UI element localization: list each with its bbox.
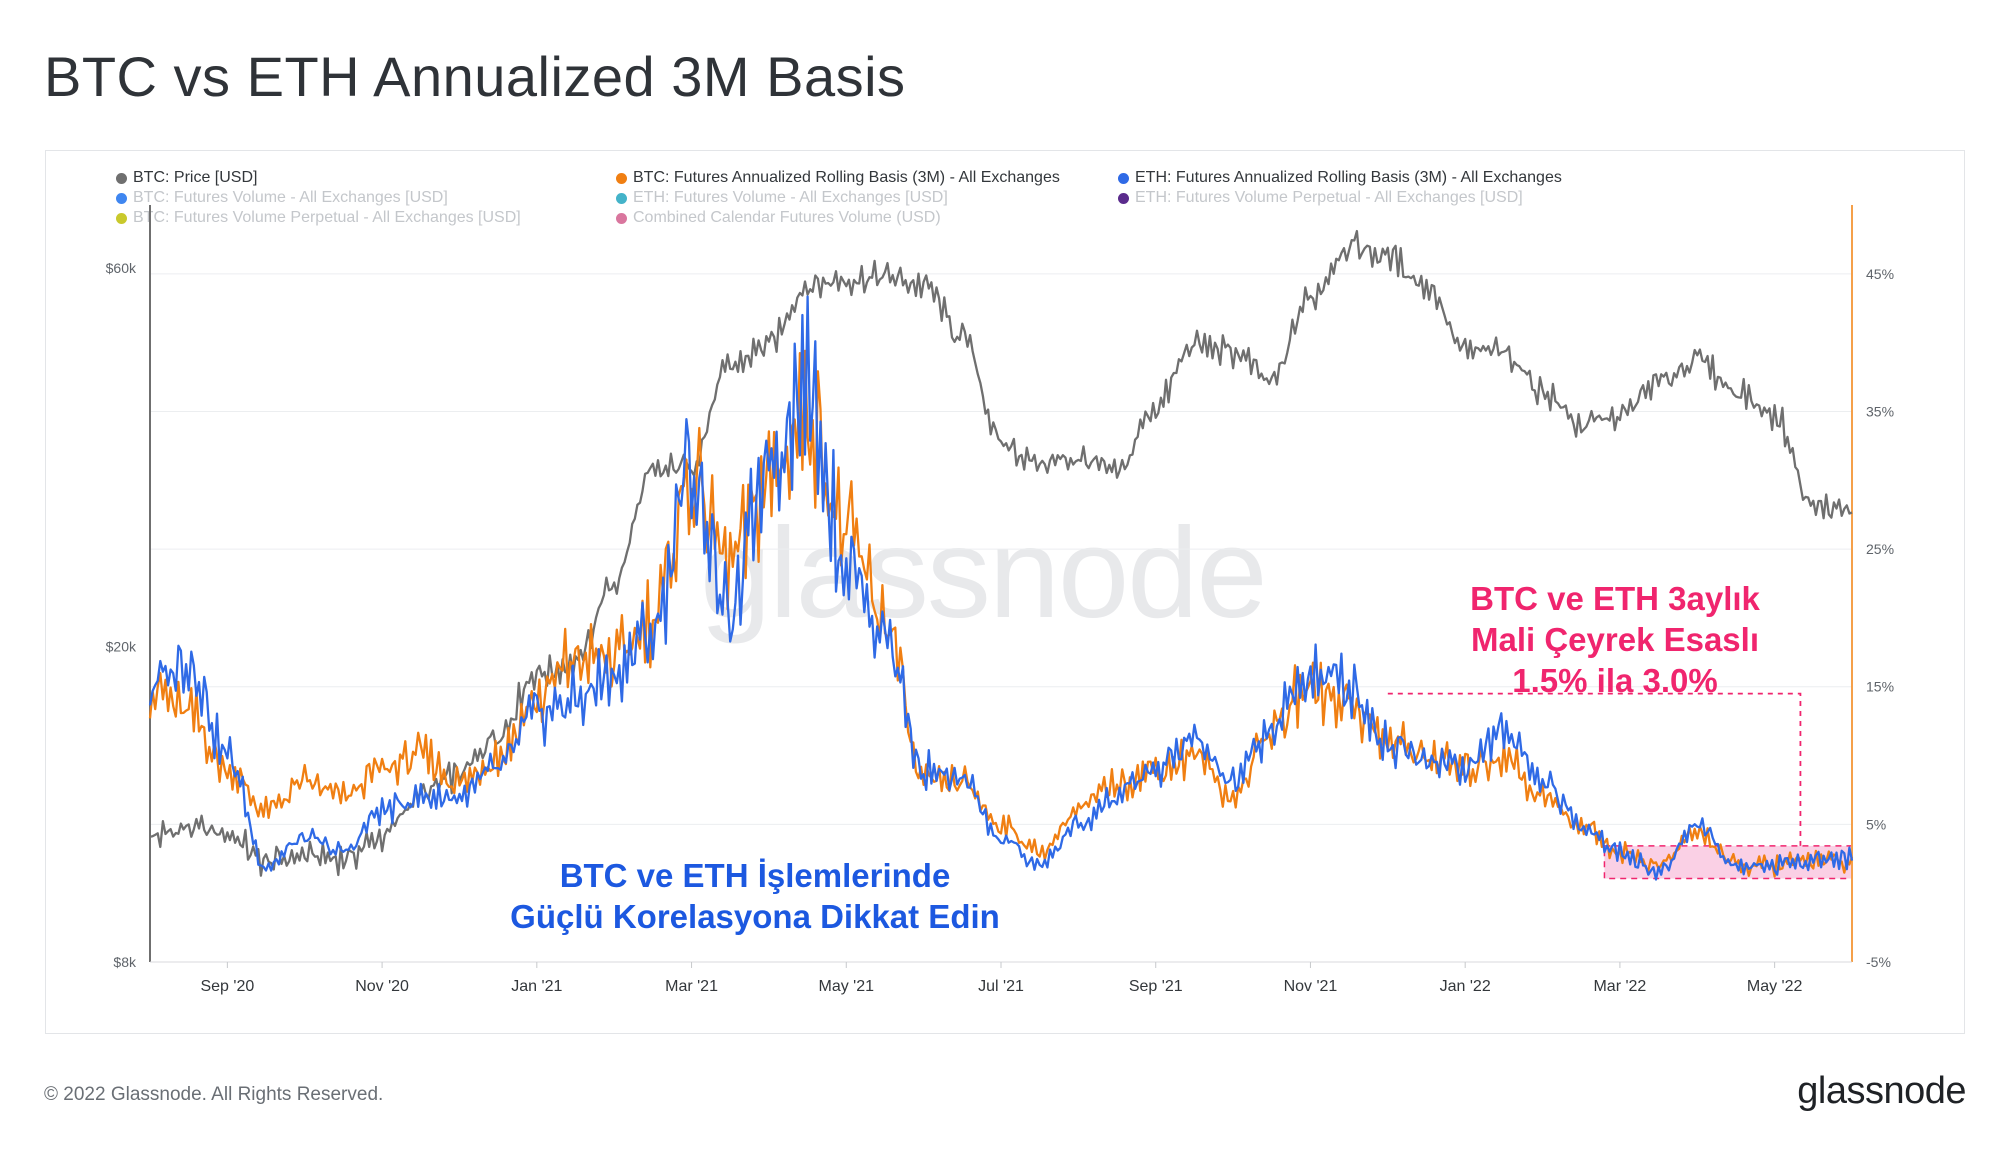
legend-dot-icon	[616, 192, 627, 204]
legend-dot-icon	[616, 212, 627, 224]
y-right-tick-label: 35%	[1866, 403, 1894, 419]
legend-dot-icon	[1118, 172, 1129, 184]
footer-copyright: © 2022 Glassnode. All Rights Reserved.	[44, 1084, 384, 1105]
y-right-tick-label: 45%	[1866, 266, 1894, 282]
series-line-eth-basis	[148, 295, 1854, 881]
legend-dot-icon	[1118, 192, 1129, 204]
y-right-tick-label: -5%	[1866, 954, 1891, 970]
legend-item-combined-volume[interactable]: Combined Calendar Futures Volume (USD)	[616, 209, 941, 227]
annotation-correlation: BTC ve ETH İşlemlerinde Güçlü Korelasyon…	[420, 855, 1090, 937]
legend-item-btc-volume[interactable]: BTC: Futures Volume - All Exchanges [USD…	[116, 189, 448, 207]
x-tick-label: Nov '20	[355, 978, 409, 995]
y-right-tick-label: 25%	[1866, 541, 1894, 557]
legend-item-eth-volume-perp[interactable]: ETH: Futures Volume Perpetual - All Exch…	[1118, 189, 1523, 207]
legend-dot-icon	[116, 212, 127, 224]
y-right-tick-label: 15%	[1866, 679, 1894, 695]
annotation-line: Güçlü Korelasyona Dikkat Edin	[510, 898, 1000, 935]
legend-label: BTC: Futures Annualized Rolling Basis (3…	[633, 169, 1060, 186]
annotation-line: BTC ve ETH İşlemlerinde	[559, 857, 951, 894]
x-tick-label: Mar '22	[1593, 978, 1646, 995]
legend-dot-icon	[116, 192, 127, 204]
legend-label: ETH: Futures Volume Perpetual - All Exch…	[1135, 189, 1523, 206]
annotation-line: BTC ve ETH 3aylık	[1470, 580, 1760, 617]
legend-label: BTC: Price [USD]	[133, 169, 258, 186]
x-tick-label: Sep '20	[200, 978, 254, 995]
annotation-line: Mali Çeyrek Esaslı	[1470, 621, 1759, 658]
x-tick-label: Jul '21	[978, 978, 1024, 995]
series-line-btc-basis	[148, 349, 1854, 878]
legend-item-btc-volume-perp[interactable]: BTC: Futures Volume Perpetual - All Exch…	[116, 209, 521, 227]
legend-item-btc-price[interactable]: BTC: Price [USD]	[116, 169, 257, 187]
legend-item-eth-volume[interactable]: ETH: Futures Volume - All Exchanges [USD…	[616, 189, 948, 207]
x-tick-label: Jan '22	[1440, 978, 1491, 995]
y-left-tick-label: $60k	[106, 260, 137, 276]
chart-frame: BTC: Price [USD] BTC: Futures Annualized…	[45, 150, 1965, 1034]
x-tick-label: Mar '21	[665, 978, 718, 995]
legend-item-eth-basis[interactable]: ETH: Futures Annualized Rolling Basis (3…	[1118, 169, 1562, 187]
legend-label: ETH: Futures Volume - All Exchanges [USD…	[633, 189, 948, 206]
legend-label: BTC: Futures Volume - All Exchanges [USD…	[133, 189, 448, 206]
glassnode-logo[interactable]: glassnode	[1797, 1070, 1966, 1112]
series-lines	[148, 229, 1854, 881]
series-line-btc-price	[149, 229, 1853, 877]
y-left-tick-label: $8k	[113, 954, 137, 970]
x-tick-label: Nov '21	[1284, 978, 1338, 995]
legend-label: Combined Calendar Futures Volume (USD)	[633, 209, 941, 226]
y-left-tick-label: $20k	[106, 638, 137, 654]
annotation-line: 1.5% ila 3.0%	[1512, 662, 1718, 699]
legend-item-btc-basis[interactable]: BTC: Futures Annualized Rolling Basis (3…	[616, 169, 1060, 187]
annotation-basis-range: BTC ve ETH 3aylık Mali Çeyrek Esaslı 1.5…	[1390, 578, 1840, 701]
legend-dot-icon	[116, 172, 127, 184]
legend-label: ETH: Futures Annualized Rolling Basis (3…	[1135, 169, 1562, 186]
tick-labels: $8k $20k $60k -5% 5% 15% 25% 35% 45% Sep '20 Nov '…	[106, 260, 1894, 995]
marker-dashed-line	[1387, 692, 1802, 846]
legend-dot-icon	[616, 172, 627, 184]
legend-label: BTC: Futures Volume Perpetual - All Exch…	[133, 209, 521, 226]
marker-line	[1387, 692, 1802, 846]
page-title: BTC vs ETH Annualized 3M Basis	[44, 45, 906, 108]
y-right-tick-label: 5%	[1866, 816, 1886, 832]
x-tick-label: May '22	[1747, 978, 1803, 995]
x-tick-label: Jan '21	[511, 978, 562, 995]
x-tick-label: Sep '21	[1129, 978, 1183, 995]
x-tick-label: May '21	[819, 978, 875, 995]
